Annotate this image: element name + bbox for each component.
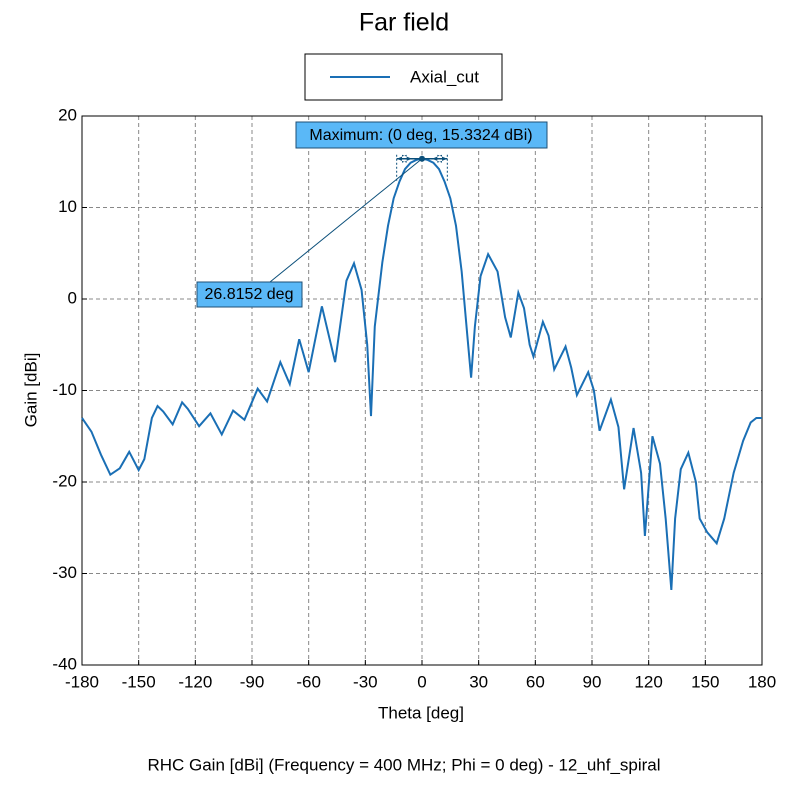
y-tick-label: -40 <box>52 654 77 673</box>
annotation-box <box>295 121 548 149</box>
max-marker <box>419 155 425 162</box>
y-tick-label: 20 <box>58 105 77 124</box>
leader-line <box>269 158 423 283</box>
data-line <box>81 157 762 591</box>
y-axis-label: Gain [dBi] <box>21 353 40 428</box>
y-tick-label: -10 <box>52 380 77 399</box>
arrow <box>396 154 448 163</box>
x-tick-label: 0 <box>417 672 426 691</box>
y-tick-label: -20 <box>52 471 77 490</box>
y-tick-label: -30 <box>52 563 77 582</box>
footer: RHC Gain [dBi] (Frequency = 400 MHz; Phi… <box>147 755 660 774</box>
annotation-text: Maximum: (0 deg, 15.3324 dBi) <box>309 127 532 144</box>
y-tick-label: 0 <box>68 288 77 307</box>
legend-label: Axial_cut <box>410 67 479 86</box>
x-tick-label: -90 <box>240 672 265 691</box>
plot-frame <box>81 115 763 666</box>
x-tick-label: -150 <box>122 672 156 691</box>
x-tick-label: -60 <box>296 672 321 691</box>
x-tick-label: -180 <box>65 672 99 691</box>
x-tick-label: 60 <box>526 672 545 691</box>
x-tick-label: 120 <box>634 672 662 691</box>
annotation-box <box>196 281 303 308</box>
y-tick-label: 10 <box>58 197 77 216</box>
x-tick-label: 150 <box>691 672 719 691</box>
x-tick-label: -120 <box>178 672 212 691</box>
x-tick-label: 30 <box>469 672 488 691</box>
annotation-text: 26.8152 deg <box>205 286 294 303</box>
x-tick-label: -30 <box>353 672 378 691</box>
x-tick-label: 180 <box>748 672 776 691</box>
x-axis-label: Theta [deg] <box>378 703 464 722</box>
x-tick-label: 90 <box>583 672 602 691</box>
chart-title: Far field <box>359 9 449 37</box>
